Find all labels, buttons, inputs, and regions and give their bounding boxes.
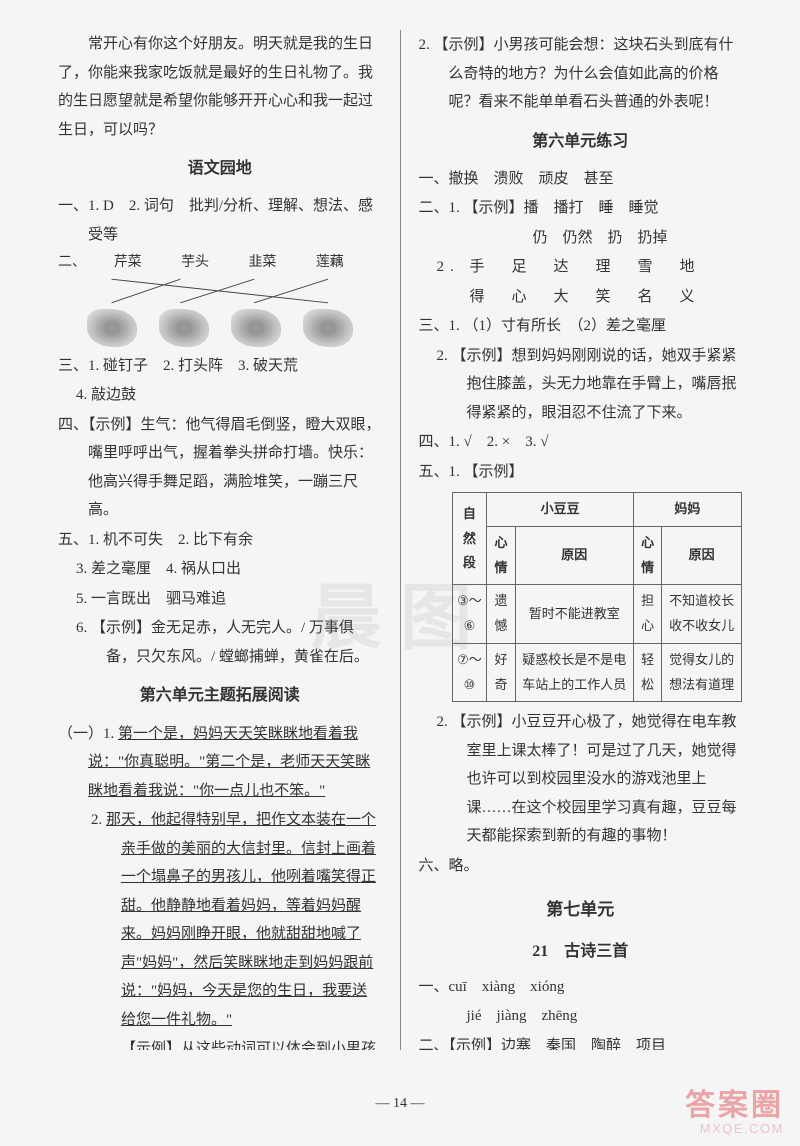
reading-1-2-text: 那天，他起得特别早，把作文本装在一个亲手做的美丽的大信封里。信封上画着一个塌鼻子… bbox=[106, 812, 376, 1028]
u6-item-3b: 2. 【示例】想到妈妈刚刚说的话，她双手紧紧抱住膝盖，头无力地靠在手臂上，嘴唇抿… bbox=[419, 342, 743, 428]
unit6-practice-title: 第六单元练习 bbox=[419, 127, 743, 157]
unit7-title: 第七单元 bbox=[419, 894, 743, 926]
veg-image-3 bbox=[231, 309, 281, 347]
ywyd-item-3b: 4. 敲边鼓 bbox=[58, 381, 382, 410]
ywyd-item-5a: 五、1. 机不可失 2. 比下有余 bbox=[58, 526, 382, 555]
u6-item-2b: 2. 手 足 达 理 雪 地 bbox=[419, 253, 743, 282]
u6-item-4: 四、1. √ 2. × 3. √ bbox=[419, 428, 743, 457]
th-sub-4: 原因 bbox=[662, 527, 742, 585]
ywyd-item-3a: 三、1. 碰钉子 2. 打头阵 3. 破天荒 bbox=[58, 352, 382, 381]
matching-svg bbox=[82, 277, 358, 305]
intro-paragraph: 常开心有你这个好朋友。明天就是我的生日了，你能来我家吃饭就是最好的生日礼物了。我… bbox=[58, 30, 382, 144]
page-number: — 14 — bbox=[376, 1091, 425, 1118]
td-seg: ③～⑥ bbox=[452, 585, 487, 643]
veg-images bbox=[58, 305, 382, 351]
gushi-2a: 二、【示例】边塞 秦国 陶醉 项目 bbox=[419, 1032, 743, 1050]
u6-item-5-lead: 五、1. 【示例】 bbox=[419, 458, 743, 487]
u6-item-2b-text: 2. 手 足 达 理 雪 地 bbox=[437, 259, 701, 275]
reading-1-2-lead: 2. bbox=[91, 812, 106, 828]
toudou-table: 自然段 小豆豆 妈妈 心情 原因 心情 原因 ③～⑥ 遗憾 暂时不能进教室 担心… bbox=[452, 492, 743, 702]
th-sub-3: 心情 bbox=[633, 527, 661, 585]
th-sub-1: 心情 bbox=[487, 527, 515, 585]
matching-lines bbox=[82, 277, 358, 305]
ywyd-item-5b: 3. 差之毫厘 4. 祸从口出 bbox=[58, 555, 382, 584]
corner-logo-cn: 答案圈 bbox=[685, 1089, 784, 1122]
ywyd-item-2: 二、 芹菜 芋头 韭菜 莲藕 bbox=[58, 250, 382, 351]
unit6-reading-title: 第六单元主题拓展阅读 bbox=[58, 681, 382, 711]
veg-image-1 bbox=[87, 309, 137, 347]
td-a1: 好奇 bbox=[487, 643, 515, 701]
table-row: ⑦～⑩ 好奇 疑惑校长是不是电车站上的工作人员 轻松 觉得女儿的想法有道理 bbox=[452, 643, 742, 701]
ywyd-item-1: 一、1. D 2. 词句 批判/分析、理解、想法、感受等 bbox=[58, 192, 382, 249]
table-row: ③～⑥ 遗憾 暂时不能进教室 担心 不知道校长收不收女儿 bbox=[452, 585, 742, 643]
td-seg: ⑦～⑩ bbox=[452, 643, 487, 701]
left-column: 常开心有你这个好朋友。明天就是我的生日了，你能来我家吃饭就是最好的生日礼物了。我… bbox=[40, 30, 401, 1050]
td-a2: 暂时不能进教室 bbox=[515, 585, 633, 643]
reading-1-2: 2. 那天，他起得特别早，把作文本装在一个亲手做的美丽的大信封里。信封上画着一个… bbox=[58, 806, 382, 1034]
u6-item-2b2-text: 得 心 大 笑 名 义 bbox=[470, 289, 701, 305]
gushi-1a: 一、cuī xiàng xióng bbox=[419, 973, 743, 1002]
th-seg: 自然段 bbox=[452, 493, 487, 585]
u6-item-5-2: 2. 【示例】小豆豆开心极了，她觉得在电车教室里上课太棒了！可是过了几天，她觉得… bbox=[419, 708, 743, 851]
page-columns: 常开心有你这个好朋友。明天就是我的生日了，你能来我家吃饭就是最好的生日礼物了。我… bbox=[40, 30, 760, 1050]
td-a1: 遗憾 bbox=[487, 585, 515, 643]
th-sub-2: 原因 bbox=[515, 527, 633, 585]
reading-1-1-lead: （一）1. bbox=[58, 726, 118, 742]
reading-2-2: 2. 【示例】小男孩可能会想：这块石头到底有什么奇特的地方？为什么会值如此高的价… bbox=[419, 31, 743, 117]
lesson-21-title: 21 古诗三首 bbox=[419, 937, 743, 967]
u6-item-2a: 二、1. 【示例】播 播打 睡 睡觉 bbox=[419, 194, 743, 223]
reading-1-1-text: 第一个是，妈妈天天笑眯眯地看着我说："你真聪明。"第二个是，老师天天笑眯眯地看着… bbox=[88, 726, 370, 799]
table-row: 自然段 小豆豆 妈妈 bbox=[452, 493, 742, 527]
ywyd-item-5d: 6. 【示例】金无足赤，人无完人。/ 万事俱备，只欠东风。/ 螳螂捕蝉，黄雀在后… bbox=[58, 614, 382, 671]
veg-image-2 bbox=[159, 309, 209, 347]
u6-item-6: 六、略。 bbox=[419, 852, 743, 881]
reading-1-1: （一）1. 第一个是，妈妈天天笑眯眯地看着我说："你真聪明。"第二个是，老师天天… bbox=[58, 720, 382, 806]
reading-1-example: 【示例】从这些动词可以体会到小男孩儿对妈妈的爱。 bbox=[58, 1035, 382, 1050]
right-column: 2. 【示例】小男孩可能会想：这块石头到底有什么奇特的地方？为什么会值如此高的价… bbox=[401, 30, 761, 1050]
toudou-table-wrap: 自然段 小豆豆 妈妈 心情 原因 心情 原因 ③～⑥ 遗憾 暂时不能进教室 担心… bbox=[419, 492, 743, 702]
veg-lead: 二、 bbox=[58, 250, 86, 277]
th-doudou: 小豆豆 bbox=[487, 493, 634, 527]
u6-item-2b2: 得 心 大 笑 名 义 bbox=[419, 283, 743, 312]
td-b1: 轻松 bbox=[633, 643, 661, 701]
td-b2: 觉得女儿的想法有道理 bbox=[662, 643, 742, 701]
td-b2: 不知道校长收不收女儿 bbox=[662, 585, 742, 643]
td-a2: 疑惑校长是不是电车站上的工作人员 bbox=[515, 643, 633, 701]
section-yuwen-title: 语文园地 bbox=[58, 154, 382, 184]
ywyd-item-5c: 5. 一言既出 驷马难追 bbox=[58, 585, 382, 614]
u6-item-2a2: 仍 仍然 扔 扔掉 bbox=[419, 224, 743, 253]
u6-item-1: 一、撤换 溃败 顽皮 甚至 bbox=[419, 165, 743, 194]
veg-label-3: 韭菜 bbox=[248, 250, 276, 277]
td-b1: 担心 bbox=[633, 585, 661, 643]
veg-label-row: 二、 芹菜 芋头 韭菜 莲藕 bbox=[58, 250, 382, 277]
ywyd-item-4: 四、【示例】生气：他气得眉毛倒竖，瞪大双眼，嘴里呼呼出气，握着拳头拼命打墙。快乐… bbox=[58, 411, 382, 525]
gushi-1b: jié jiàng zhēng bbox=[419, 1002, 743, 1031]
table-row: 心情 原因 心情 原因 bbox=[452, 527, 742, 585]
veg-label-4: 莲藕 bbox=[316, 250, 344, 277]
th-mama: 妈妈 bbox=[633, 493, 741, 527]
corner-logo-url: MXQE.COM bbox=[685, 1122, 784, 1136]
corner-logo: 答案圈 MXQE.COM bbox=[685, 1089, 784, 1136]
u6-item-3a: 三、1. （1）寸有所长 （2）差之毫厘 bbox=[419, 312, 743, 341]
veg-image-4 bbox=[303, 309, 353, 347]
veg-label-1: 芹菜 bbox=[114, 250, 142, 277]
veg-label-2: 芋头 bbox=[181, 250, 209, 277]
